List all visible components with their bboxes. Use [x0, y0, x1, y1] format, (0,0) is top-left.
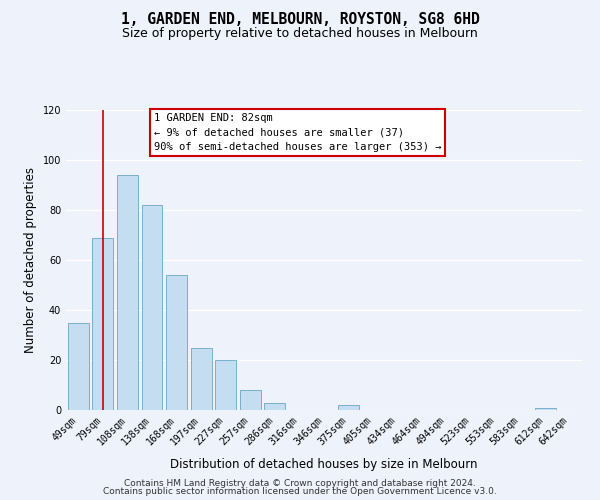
Bar: [535, 408, 556, 410]
Text: Contains public sector information licensed under the Open Government Licence v3: Contains public sector information licen…: [103, 487, 497, 496]
Bar: [338, 405, 359, 410]
Text: Contains HM Land Registry data © Crown copyright and database right 2024.: Contains HM Land Registry data © Crown c…: [124, 478, 476, 488]
Text: Size of property relative to detached houses in Melbourn: Size of property relative to detached ho…: [122, 28, 478, 40]
Bar: [142, 205, 163, 410]
Text: 1, GARDEN END, MELBOURN, ROYSTON, SG8 6HD: 1, GARDEN END, MELBOURN, ROYSTON, SG8 6H…: [121, 12, 479, 28]
Y-axis label: Number of detached properties: Number of detached properties: [24, 167, 37, 353]
Text: 1 GARDEN END: 82sqm
← 9% of detached houses are smaller (37)
90% of semi-detache: 1 GARDEN END: 82sqm ← 9% of detached hou…: [154, 113, 441, 152]
Bar: [117, 175, 138, 410]
Bar: [265, 402, 286, 410]
Bar: [166, 275, 187, 410]
Bar: [240, 390, 261, 410]
Bar: [215, 360, 236, 410]
Bar: [191, 348, 212, 410]
X-axis label: Distribution of detached houses by size in Melbourn: Distribution of detached houses by size …: [170, 458, 478, 471]
Bar: [68, 322, 89, 410]
Bar: [92, 238, 113, 410]
